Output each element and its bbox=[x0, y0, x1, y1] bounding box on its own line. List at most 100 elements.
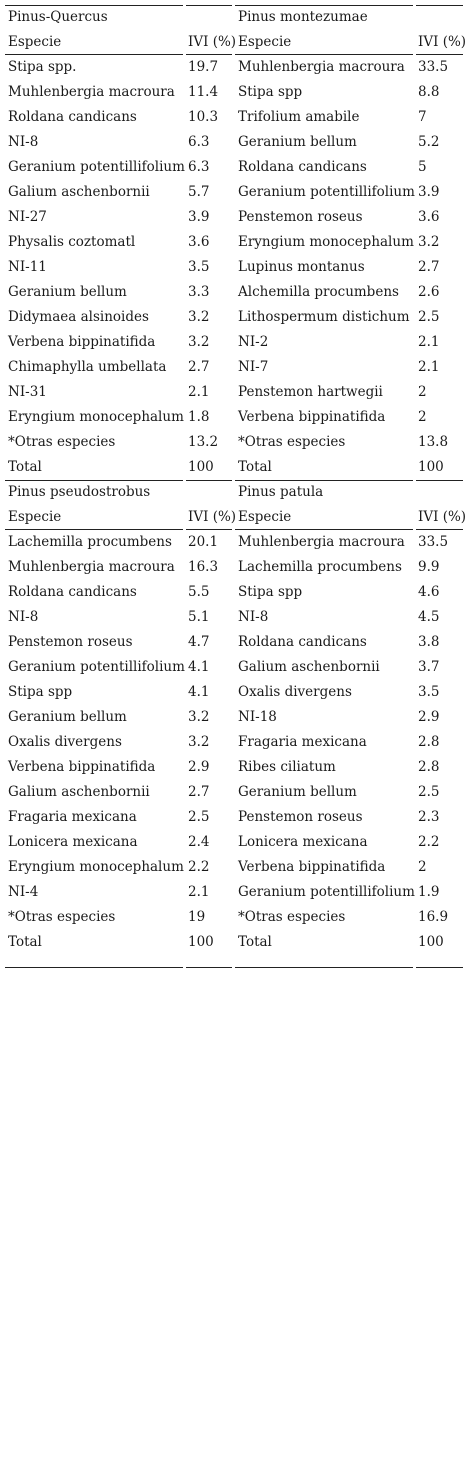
species-cell: NI-18 bbox=[238, 709, 277, 725]
ivi-cell: 2.3 bbox=[418, 809, 440, 825]
ivi-cell: 3.7 bbox=[418, 659, 440, 675]
header-rule bbox=[5, 529, 183, 530]
ivi-cell: 2.1 bbox=[188, 884, 210, 900]
species-cell: Geranium bellum bbox=[238, 134, 357, 150]
ivi-cell: 33.5 bbox=[418, 59, 449, 75]
ivi-cell: 10.3 bbox=[188, 109, 219, 125]
ivi-cell: 11.4 bbox=[188, 84, 219, 100]
species-cell: Stipa spp bbox=[8, 684, 73, 700]
ivi-cell: 3.6 bbox=[188, 234, 210, 250]
table-row: Muhlenbergia macroura 11.4 Stipa spp 8.8 bbox=[0, 80, 468, 105]
species-cell: Eryngium monocephalum bbox=[238, 234, 414, 250]
table-row: Physalis coztomatl 3.6 Eryngium monocephal… bbox=[0, 230, 468, 255]
ivi-cell: 6.3 bbox=[188, 159, 210, 175]
header-rule bbox=[186, 529, 232, 530]
table-row: Lonicera mexicana 2.4 Lonicera mexicana 2.2 bbox=[0, 830, 468, 855]
species-cell: Roldana candicans bbox=[238, 634, 367, 650]
table-row: NI-4 2.1 Geranium potentillifolium 1.9 bbox=[0, 880, 468, 905]
table-row: Penstemon roseus 4.7 Roldana candicans 3.8 bbox=[0, 630, 468, 655]
ivi-cell: 2.7 bbox=[188, 784, 210, 800]
species-cell: Stipa spp bbox=[238, 584, 303, 600]
species-cell: Penstemon hartwegii bbox=[238, 384, 383, 400]
ivi-cell: 7 bbox=[418, 109, 427, 125]
table-row: NI-11 3.5 Lupinus montanus 2.7 bbox=[0, 255, 468, 280]
table-row: Lachemilla procumbens 20.1 Muhlenbergia ma… bbox=[0, 530, 468, 555]
species-cell: Eryngium monocephalum bbox=[8, 409, 184, 425]
section-rule bbox=[5, 480, 183, 481]
column-header-ivi: IVI (%) bbox=[188, 34, 237, 50]
ivi-cell: 2.1 bbox=[418, 334, 440, 350]
ivi-cell: 2.6 bbox=[418, 284, 440, 300]
species-cell: Fragaria mexicana bbox=[8, 809, 137, 825]
species-cell: NI-8 bbox=[8, 609, 39, 625]
species-cell: Lonicera mexicana bbox=[8, 834, 138, 850]
ivi-cell: 16.9 bbox=[418, 909, 449, 925]
column-header-ivi: IVI (%) bbox=[418, 34, 467, 50]
species-cell: Geranium potentillifolium bbox=[238, 884, 415, 900]
ivi-cell: 2.5 bbox=[188, 809, 210, 825]
species-cell: *Otras especies bbox=[8, 434, 116, 450]
table-row: Fragaria mexicana 2.5 Penstemon roseus 2.3 bbox=[0, 805, 468, 830]
table-row: Total 100 Total 100 bbox=[0, 930, 468, 955]
bottom-spacer bbox=[0, 955, 468, 967]
ivi-cell: 13.8 bbox=[418, 434, 449, 450]
ivi-cell: 3.8 bbox=[418, 634, 440, 650]
table-row: Oxalis divergens 3.2 Fragaria mexicana 2.8 bbox=[0, 730, 468, 755]
species-cell: NI-8 bbox=[8, 134, 39, 150]
species-cell: Ribes ciliatum bbox=[238, 759, 336, 775]
species-cell: Geranium potentillifolium bbox=[8, 659, 185, 675]
ivi-cell: 3.2 bbox=[188, 709, 210, 725]
top-rule bbox=[416, 5, 463, 6]
ivi-cell: 2.1 bbox=[188, 384, 210, 400]
table-row: *Otras especies 19 *Otras especies 16.9 bbox=[0, 905, 468, 930]
species-cell: Penstemon roseus bbox=[8, 634, 133, 650]
column-header-species: Especie bbox=[8, 509, 62, 525]
table-section-2: Pinus pseudostrobus Pinus patula Especie… bbox=[0, 480, 468, 968]
ivi-cell: 2.4 bbox=[188, 834, 210, 850]
group-header-row: Pinus pseudostrobus Pinus patula bbox=[0, 480, 468, 505]
top-rule bbox=[186, 5, 232, 6]
ivi-cell: 3.2 bbox=[418, 234, 440, 250]
ivi-cell: 4.7 bbox=[188, 634, 210, 650]
section-rule bbox=[416, 480, 463, 481]
table-row: Geranium bellum 3.2 NI-18 2.9 bbox=[0, 705, 468, 730]
species-cell: Total bbox=[8, 934, 42, 950]
ivi-cell: 4.5 bbox=[418, 609, 440, 625]
header-rule bbox=[5, 54, 183, 55]
ivi-cell: 5.2 bbox=[418, 134, 440, 150]
species-cell: Roldana candicans bbox=[8, 584, 137, 600]
table-row: Geranium bellum 3.3 Alchemilla procumbens 2… bbox=[0, 280, 468, 305]
species-cell: Verbena bippinatifida bbox=[8, 759, 156, 775]
ivi-cell: 2 bbox=[418, 859, 427, 875]
ivi-cell: 2.8 bbox=[418, 759, 440, 775]
species-cell: Geranium potentillifolium bbox=[8, 159, 185, 175]
group-title-left: Pinus pseudostrobus bbox=[8, 484, 151, 500]
species-cell: Geranium bellum bbox=[238, 784, 357, 800]
ivi-cell: 1.9 bbox=[418, 884, 440, 900]
header-rule bbox=[416, 54, 463, 55]
ivi-cell: 4.1 bbox=[188, 684, 210, 700]
species-cell: Muhlenbergia macroura bbox=[238, 59, 405, 75]
ivi-cell: 3.9 bbox=[188, 209, 210, 225]
table-row: Roldana candicans 10.3 Trifolium amabile 7 bbox=[0, 105, 468, 130]
species-cell: Total bbox=[238, 459, 272, 475]
group-header-row: Pinus-Quercus Pinus montezumae bbox=[0, 5, 468, 30]
table-row: Roldana candicans 5.5 Stipa spp 4.6 bbox=[0, 580, 468, 605]
column-header-species: Especie bbox=[238, 34, 292, 50]
bottom-rule bbox=[235, 967, 413, 968]
species-cell: NI-31 bbox=[8, 384, 47, 400]
species-cell: Verbena bippinatifida bbox=[238, 859, 386, 875]
species-cell: *Otras especies bbox=[8, 909, 116, 925]
ivi-cell: 2.8 bbox=[418, 734, 440, 750]
table-row: Galium aschenbornii 2.7 Geranium bellum 2.5 bbox=[0, 780, 468, 805]
species-cell: Lachemilla procumbens bbox=[8, 534, 172, 550]
ivi-table: Pinus-Quercus Pinus montezumae Especie I… bbox=[0, 5, 468, 968]
table-row: Didymaea alsinoides 3.2 Lithospermum disti… bbox=[0, 305, 468, 330]
bottom-rule bbox=[186, 967, 232, 968]
table-row: Total 100 Total 100 bbox=[0, 455, 468, 480]
ivi-cell: 3.2 bbox=[188, 309, 210, 325]
table-row: Geranium potentillifolium 6.3 Roldana cand… bbox=[0, 155, 468, 180]
ivi-cell: 4.1 bbox=[188, 659, 210, 675]
ivi-cell: 100 bbox=[188, 459, 214, 475]
species-cell: Lithospermum distichum bbox=[238, 309, 410, 325]
